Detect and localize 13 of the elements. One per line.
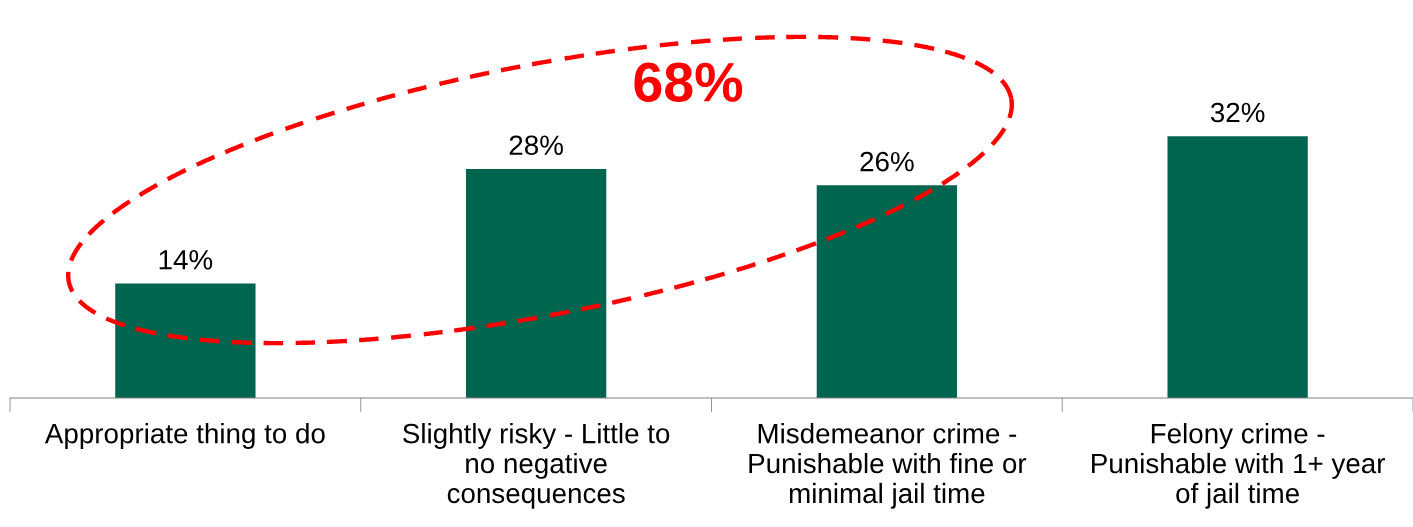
bar xyxy=(115,283,256,398)
x-tick-label: Slightly risky - Little to no negative consequences xyxy=(403,423,670,509)
x-tick-label: Misdemeanor crime - Punishable with fine or minimal jail time xyxy=(749,423,1027,509)
data-label: 26% xyxy=(860,151,914,172)
bar xyxy=(816,185,958,398)
bar xyxy=(1167,136,1308,398)
text: 68% xyxy=(634,62,743,102)
data-label: 14% xyxy=(159,250,213,270)
x-tick-label: Appropriate thing to do xyxy=(44,423,325,449)
bar xyxy=(465,168,607,398)
data-label: 28% xyxy=(509,135,563,156)
x-tick-label: Felony crime - Punishable with 1+ year of jail time xyxy=(1092,423,1386,509)
data-label: 32% xyxy=(1210,102,1265,123)
